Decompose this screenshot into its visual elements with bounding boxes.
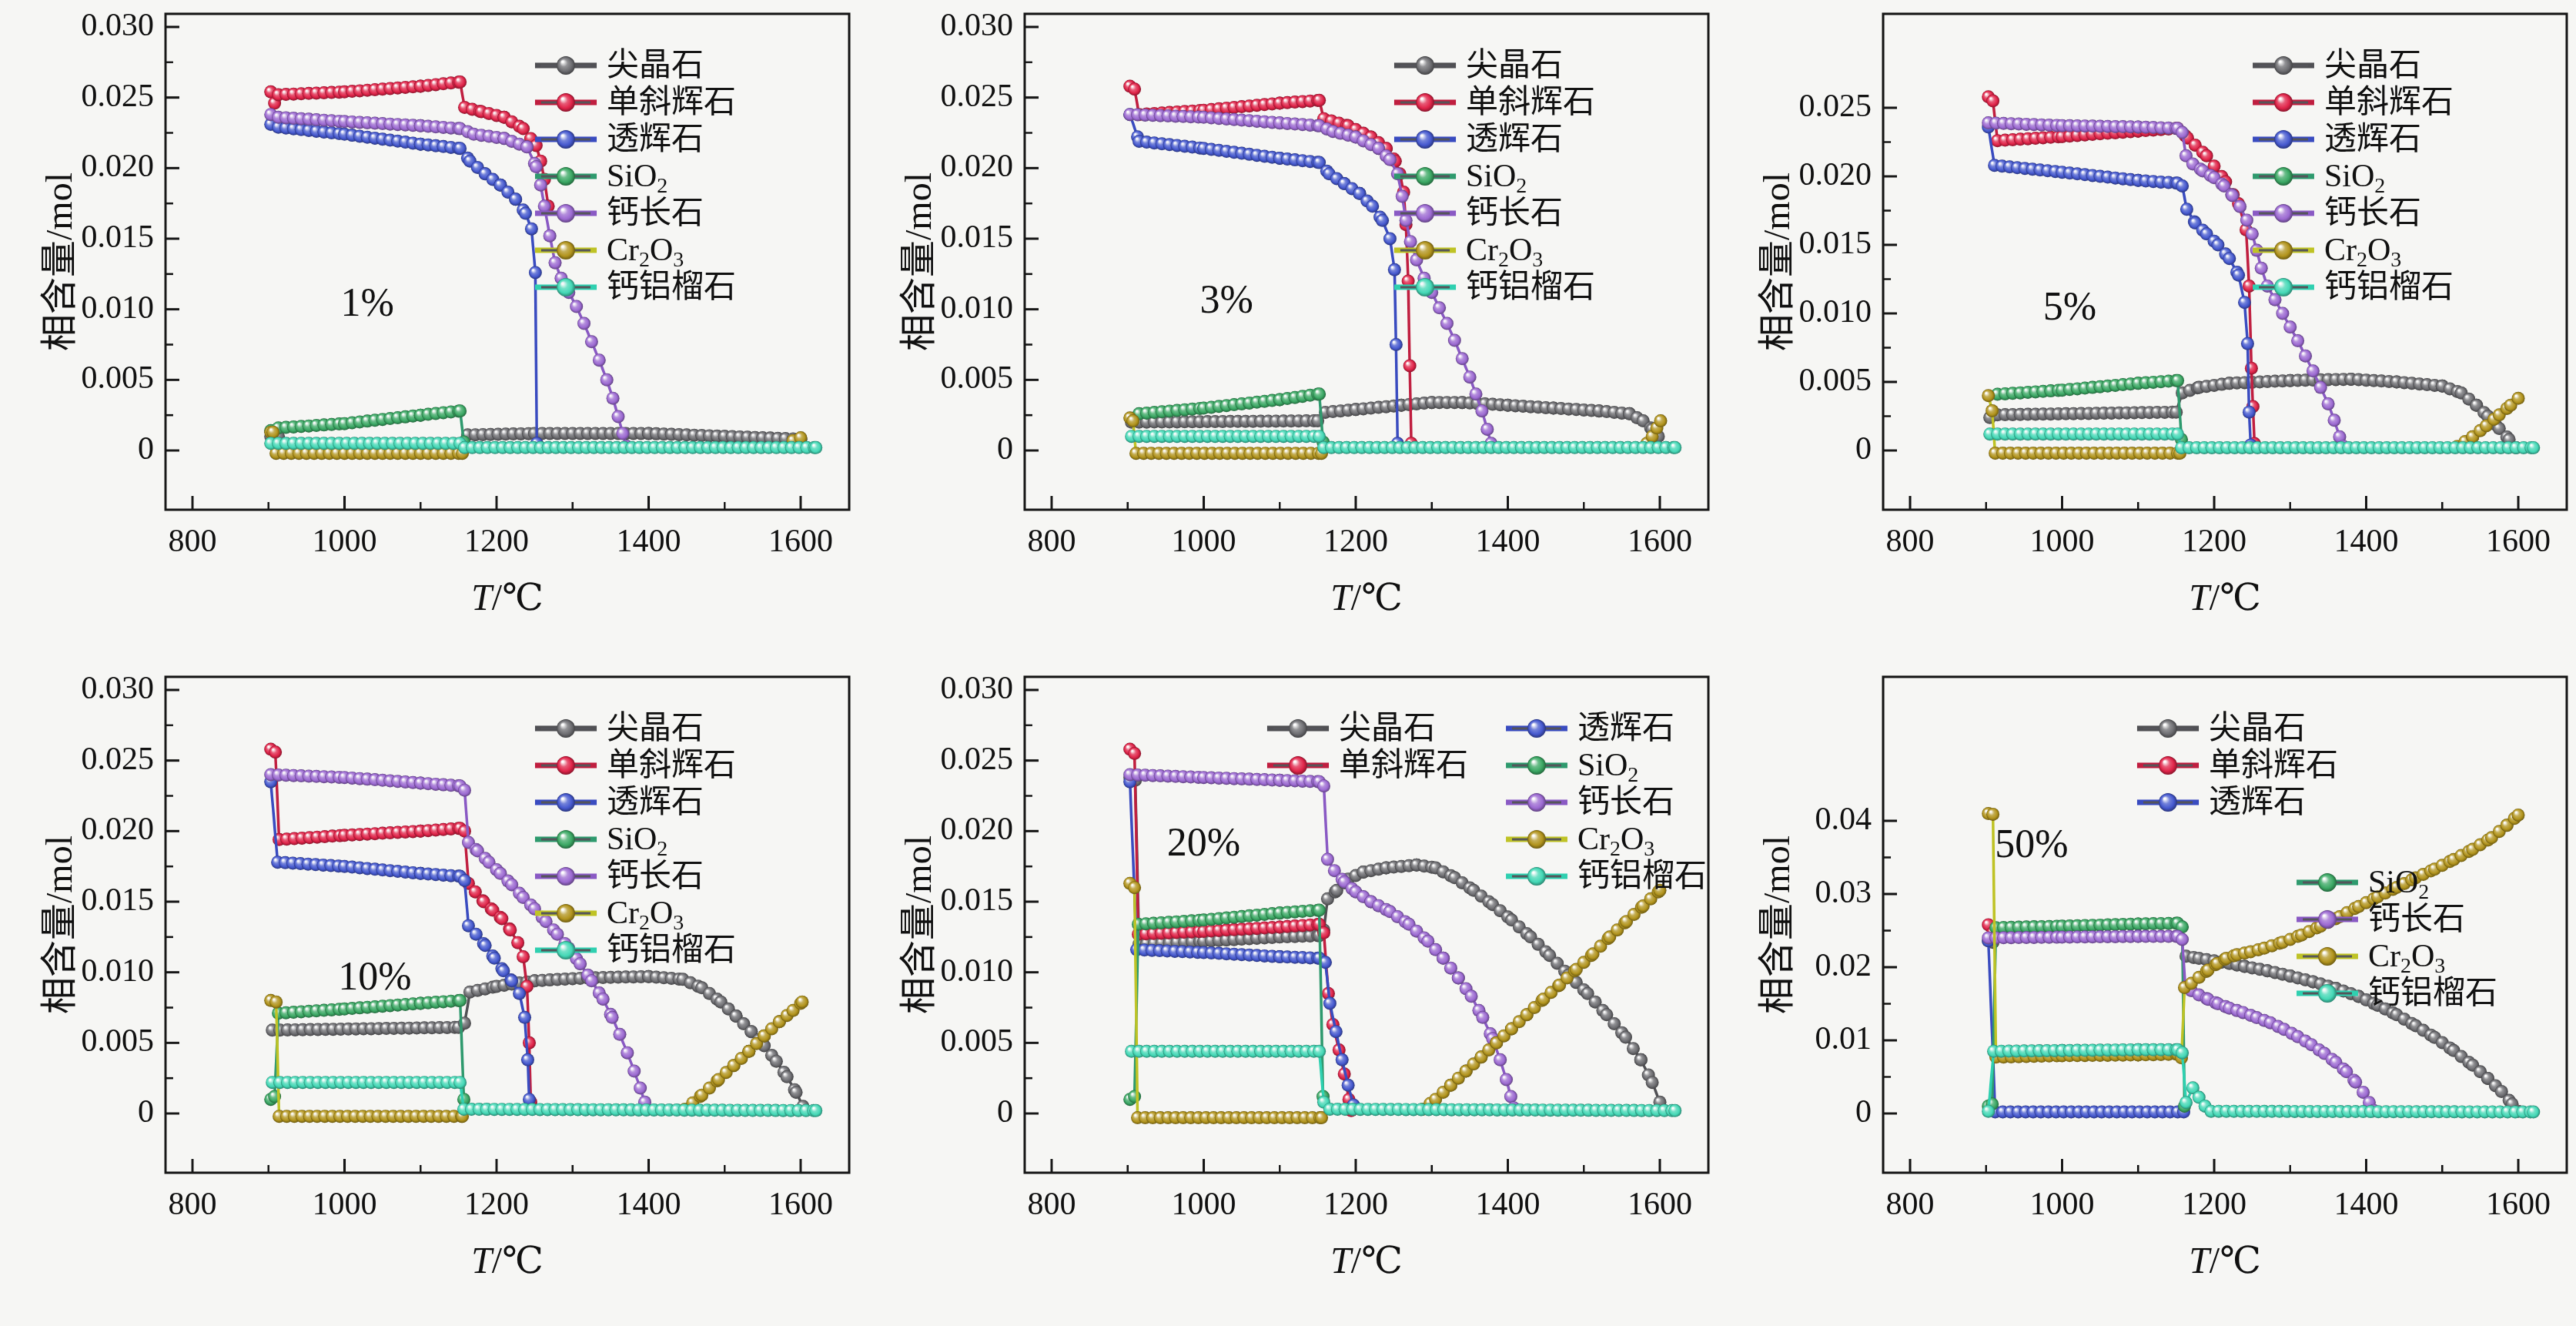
panel-20-percent xyxy=(858,663,1718,1326)
panel-50-percent xyxy=(1718,663,2576,1326)
chart-canvas-1-percent xyxy=(0,0,858,663)
chart-canvas-50-percent xyxy=(1718,663,2576,1326)
chart-canvas-3-percent xyxy=(858,0,1718,663)
panel-5-percent xyxy=(1718,0,2576,663)
panel-3-percent xyxy=(858,0,1718,663)
panel-10-percent xyxy=(0,663,858,1326)
chart-canvas-10-percent xyxy=(0,663,858,1326)
chart-canvas-20-percent xyxy=(858,663,1718,1326)
chart-canvas-5-percent xyxy=(1718,0,2576,663)
panel-1-percent xyxy=(0,0,858,663)
